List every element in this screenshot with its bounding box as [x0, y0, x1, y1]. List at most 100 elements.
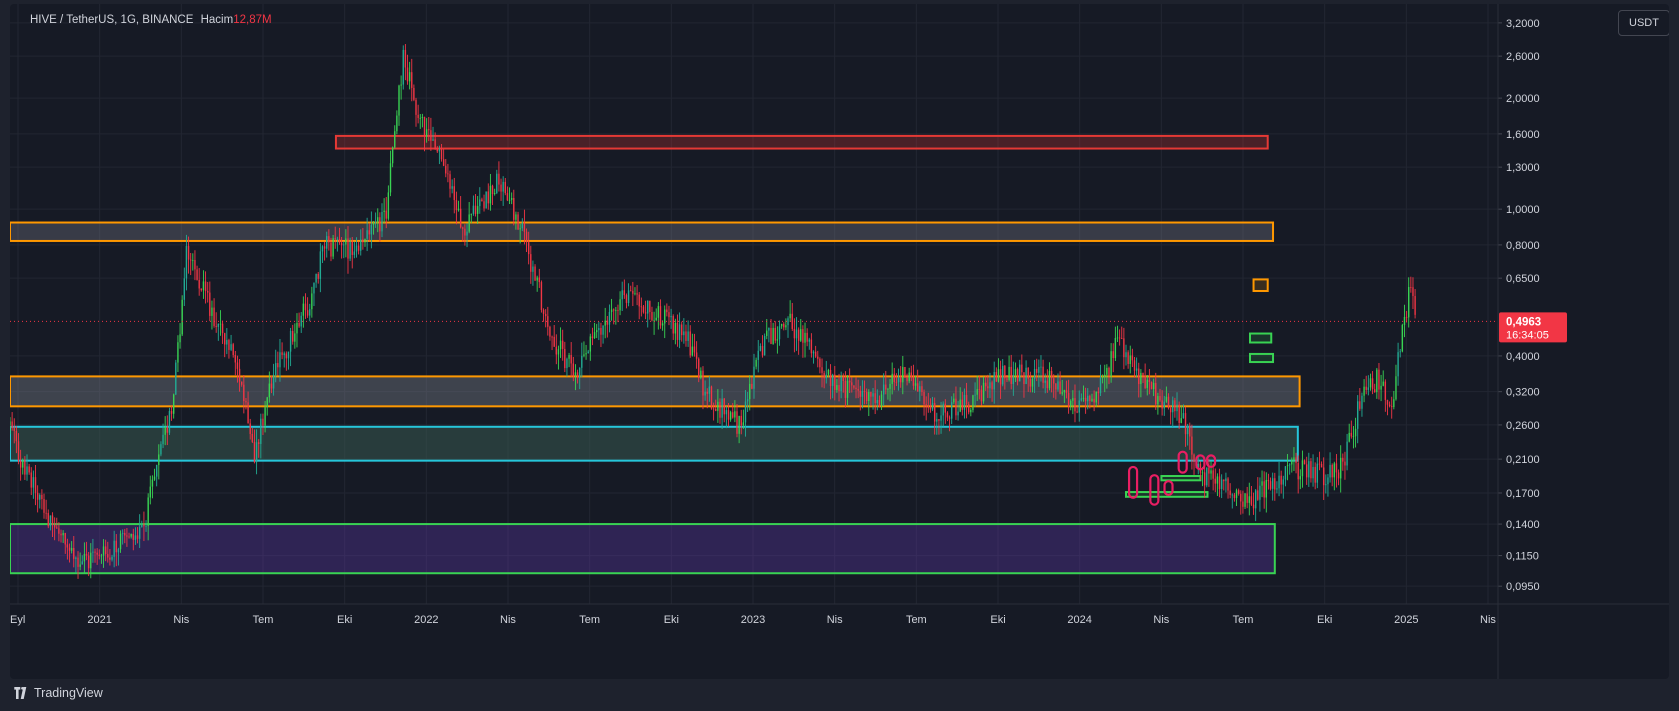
candle-body: [1061, 392, 1063, 394]
candle-body: [870, 392, 872, 397]
candle-body: [321, 246, 324, 252]
candle-body: [598, 328, 600, 331]
candle-body: [1197, 463, 1199, 468]
candle-body: [53, 524, 56, 528]
candle-body: [455, 200, 458, 211]
currency-unit-button[interactable]: USDT: [1618, 10, 1669, 36]
candle-body: [1184, 413, 1187, 435]
candle-body: [394, 131, 396, 148]
candle-body: [1408, 287, 1410, 318]
candle-body: [247, 402, 249, 424]
candle-body: [721, 398, 723, 418]
candle-body: [162, 434, 164, 445]
candle-body: [204, 281, 207, 292]
candle-body: [938, 419, 940, 421]
green-box-4: [1249, 332, 1273, 344]
price-chart[interactable]: 3,2000 2,6000 2,0000 1,6000 1,3000 1,0000 0,80…: [10, 4, 1669, 679]
candle-body: [213, 307, 215, 326]
volume-unit: M: [261, 14, 272, 26]
candle-body: [793, 328, 796, 339]
candle-body: [1176, 404, 1178, 412]
candle-body: [374, 221, 377, 223]
candle-body: [1006, 378, 1008, 380]
candle-body: [60, 533, 62, 536]
candle-body: [1133, 360, 1136, 371]
candle-body: [921, 386, 923, 393]
candle-body: [472, 205, 475, 214]
candle-body: [1271, 478, 1274, 489]
candle-body: [22, 460, 24, 468]
candle-body: [606, 320, 609, 325]
candle-body: [987, 386, 989, 389]
candle-body: [306, 310, 309, 316]
candle-body: [851, 382, 853, 386]
x-tick-label: Tem: [906, 614, 927, 626]
candle-body: [1036, 368, 1038, 373]
candle-body: [34, 477, 37, 493]
candle-body: [104, 546, 107, 555]
x-tick-label: Eki: [1317, 614, 1332, 626]
candle-body: [538, 277, 541, 283]
chart-pane[interactable]: 3,2000 2,6000 2,0000 1,6000 1,3000 1,0000 0,80…: [10, 4, 1669, 679]
candle-body: [383, 210, 385, 213]
candle-body: [1118, 337, 1121, 339]
candle-body: [700, 370, 702, 379]
candle-body: [1229, 490, 1231, 495]
candle-body: [1257, 490, 1259, 500]
candle-body: [827, 369, 830, 375]
candle-body: [179, 334, 181, 343]
candle-body: [578, 367, 581, 378]
candle-body: [1002, 365, 1004, 385]
purple-green-zone: [10, 523, 1276, 575]
candle-body: [961, 399, 964, 410]
candle-body: [1138, 368, 1140, 385]
candle-body: [1240, 493, 1242, 502]
footer-brand[interactable]: TradingView: [14, 686, 103, 700]
pink-marker: [1127, 465, 1139, 499]
candle-body: [1074, 398, 1076, 412]
candle-body: [1203, 472, 1206, 486]
symbol-header[interactable]: HIVE / TetherUS, 1G, BINANCE Hacim12,87M: [30, 14, 272, 26]
candle-body: [79, 564, 81, 567]
candle-body: [715, 409, 717, 411]
candle-body: [1359, 401, 1361, 409]
candle-body: [683, 331, 685, 336]
candle-body: [309, 309, 311, 316]
candle-body: [963, 395, 966, 410]
candle-body: [19, 460, 22, 468]
candle-body: [445, 165, 447, 174]
candle-body: [751, 383, 753, 389]
candle-body: [570, 355, 572, 364]
candle-body: [710, 386, 713, 409]
candle-body: [1384, 381, 1387, 400]
candle-body: [1116, 337, 1119, 339]
candle-body: [177, 342, 179, 363]
candle-body: [1233, 494, 1236, 498]
candle-body: [1405, 316, 1408, 318]
candle-body: [251, 433, 254, 442]
candle-body: [434, 139, 436, 150]
cyan-zone: [10, 425, 1299, 462]
candle-body: [1031, 378, 1034, 387]
candle-body: [30, 472, 32, 488]
candle-body: [221, 323, 224, 334]
x-tick-label: Eyl: [10, 614, 25, 626]
candle-body: [1261, 481, 1263, 486]
candle-body: [451, 186, 453, 189]
candle-body: [1106, 367, 1108, 375]
orange-box-top: [1252, 278, 1269, 292]
candle-body: [846, 380, 849, 398]
candle-body: [83, 553, 86, 562]
candle-body: [734, 411, 736, 418]
candle-body: [264, 407, 266, 426]
candle-body: [653, 320, 655, 321]
x-tick-label: Tem: [253, 614, 274, 626]
y-tick-label: 0,2100: [1506, 454, 1540, 466]
candle-body: [723, 398, 725, 415]
candle-body: [1019, 364, 1021, 382]
candle-body: [285, 353, 288, 359]
candle-body: [36, 492, 39, 500]
candle-body: [189, 259, 192, 261]
y-tick-label: 0,1150: [1506, 551, 1539, 563]
